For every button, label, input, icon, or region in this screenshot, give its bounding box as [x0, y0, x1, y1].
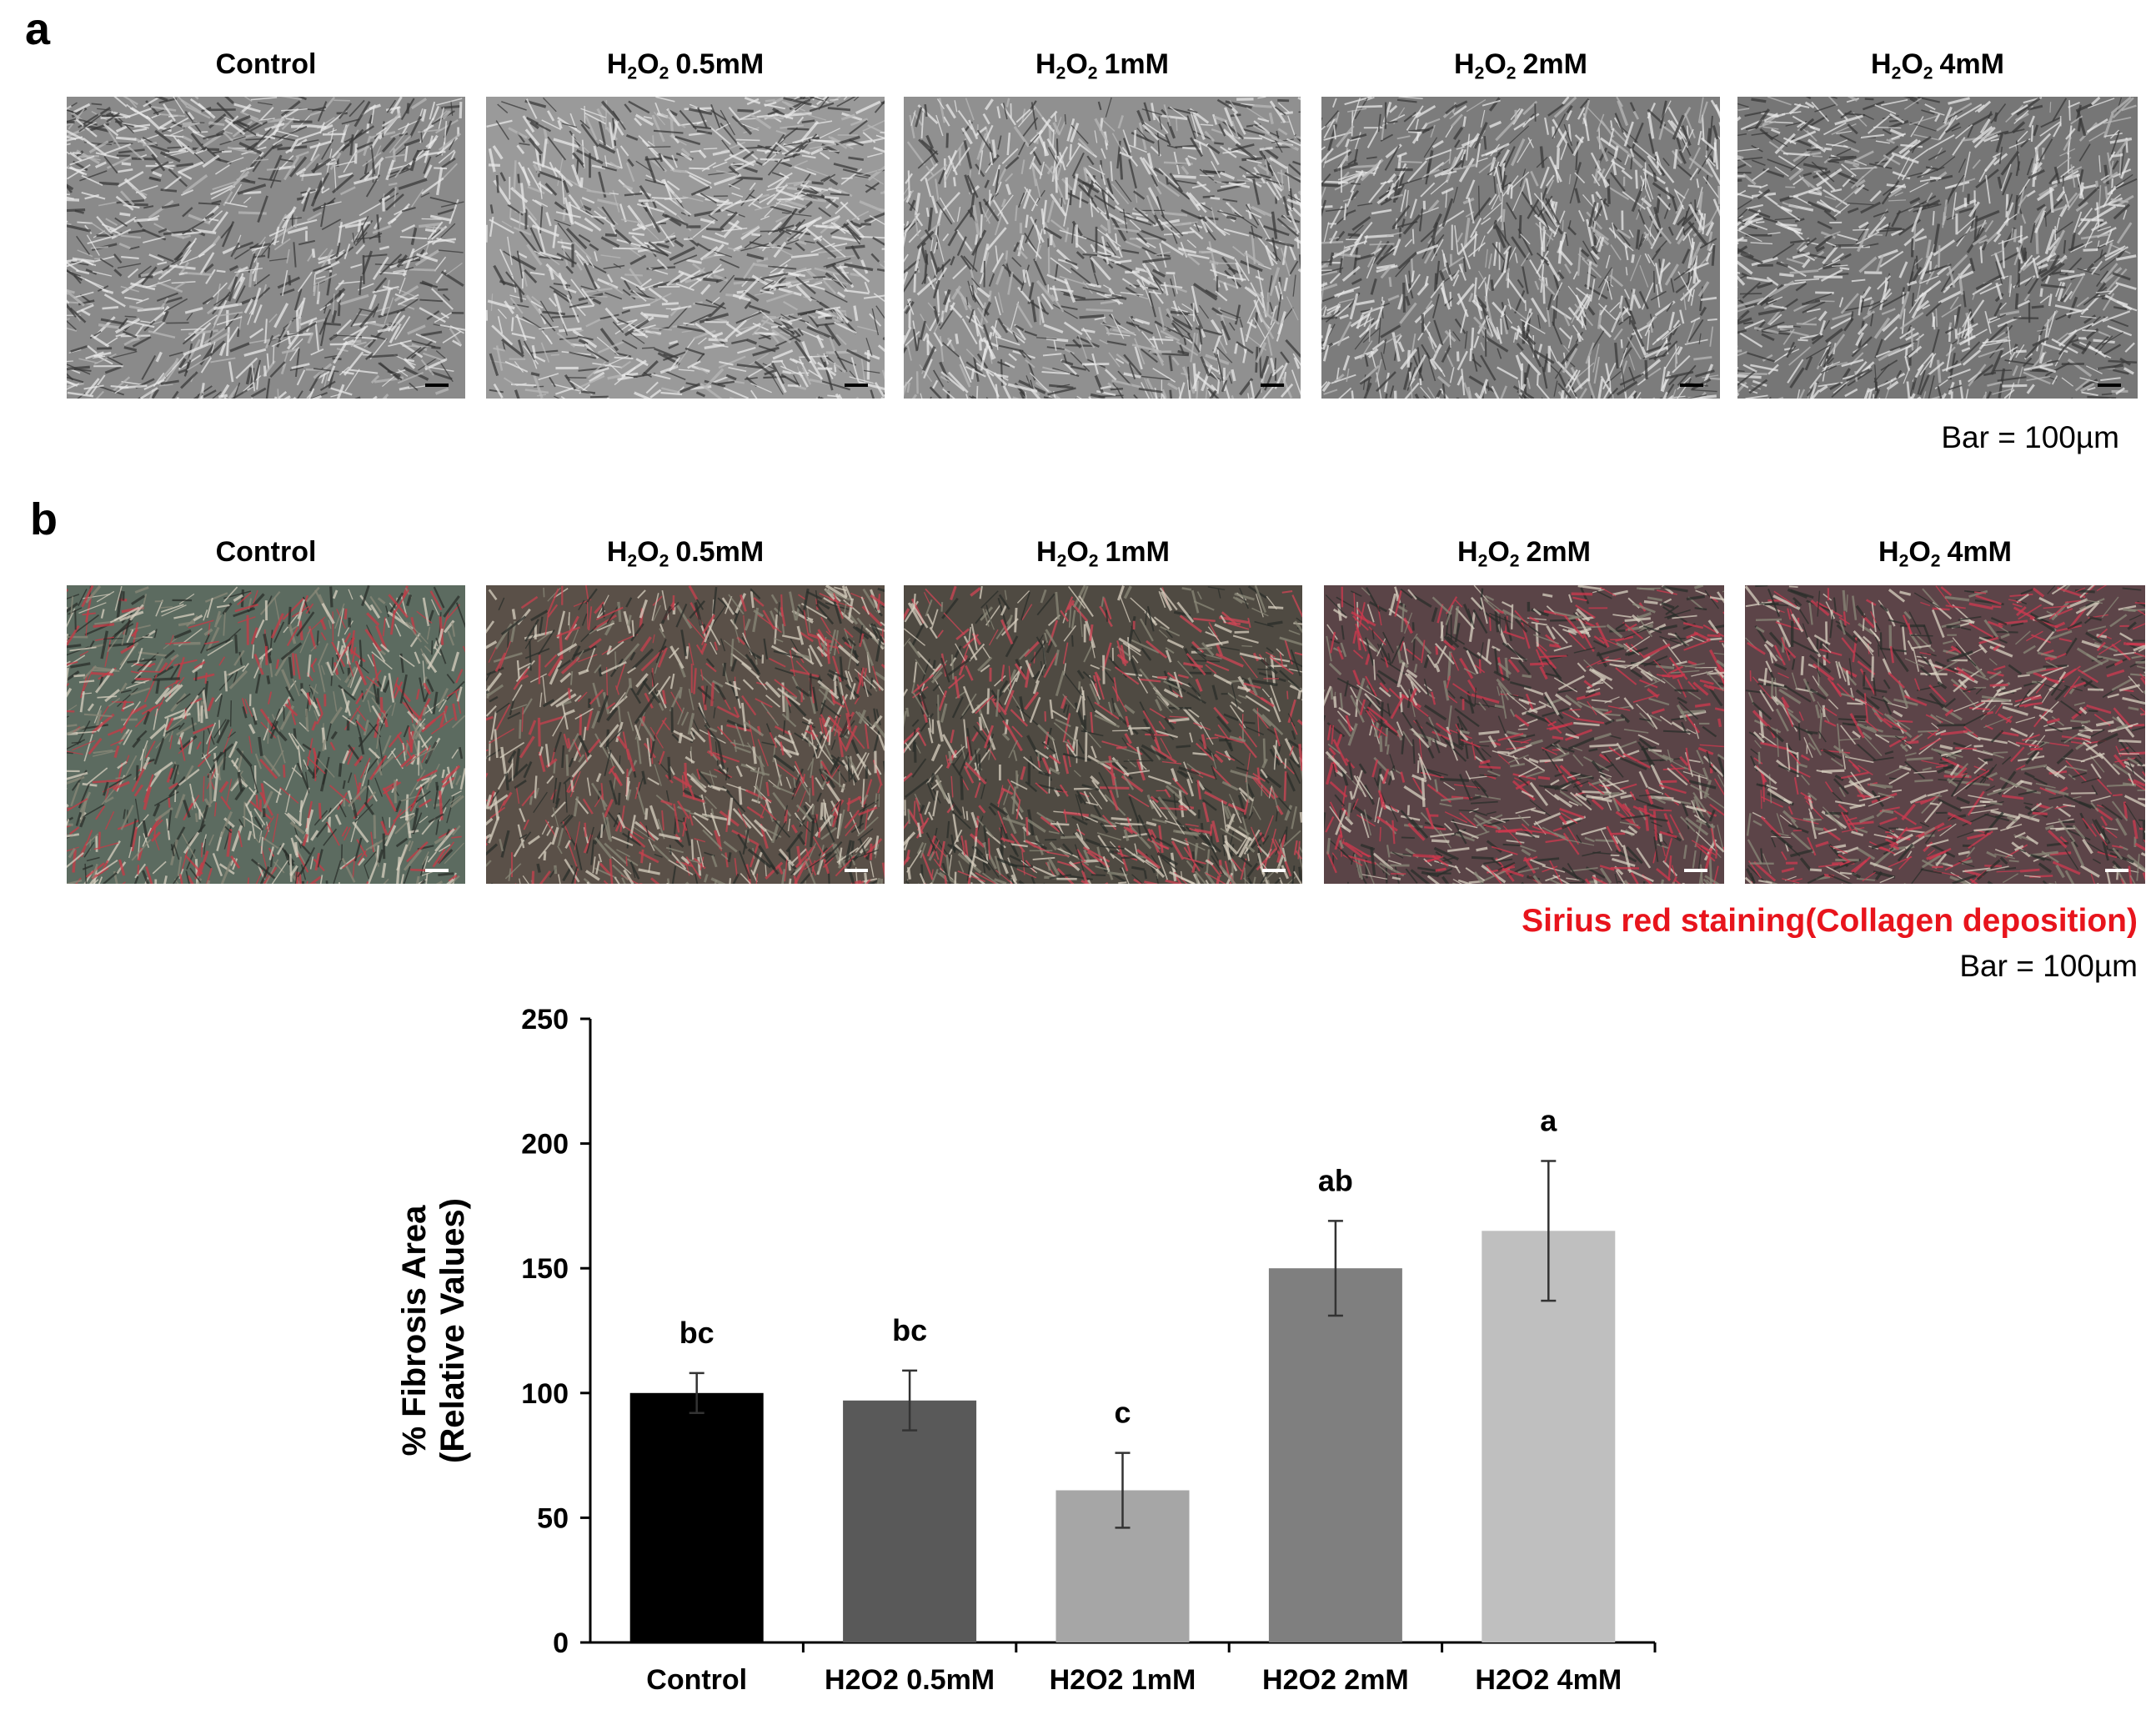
significance-label: a [1540, 1104, 1557, 1138]
scale-bar [1680, 384, 1703, 387]
y-tick-label: 250 [521, 1004, 569, 1036]
sirius-red-micrograph [486, 585, 885, 884]
phase-contrast-micrograph [67, 97, 465, 399]
scale-bar [1684, 869, 1707, 872]
micrograph-label: H2O2 1mM [1036, 536, 1170, 571]
y-tick-label: 100 [521, 1378, 569, 1410]
significance-label: ab [1318, 1163, 1353, 1197]
y-axis-label: % Fibrosis Area [396, 1205, 433, 1457]
x-tick-label: H2O2 4mM [1475, 1664, 1622, 1696]
y-axis-label-units: (Relative Values) [434, 1198, 471, 1463]
significance-label: bc [892, 1313, 927, 1347]
scale-bar [425, 384, 449, 387]
phase-contrast-micrograph [1321, 97, 1720, 399]
bar [1268, 1268, 1402, 1642]
phase-contrast-micrograph [904, 97, 1301, 399]
micrograph-label: H2O2 2mM [1457, 536, 1591, 571]
micrograph-label: H2O2 2mM [1454, 48, 1587, 83]
micrograph-label: H2O2 4mM [1878, 536, 2012, 571]
sirius-red-micrograph [67, 585, 465, 884]
significance-label: bc [679, 1316, 714, 1350]
scale-bar [2098, 384, 2121, 387]
significance-label: c [1114, 1396, 1131, 1430]
micrograph-label: H2O2 4mM [1871, 48, 2004, 83]
y-tick-label: 150 [521, 1253, 569, 1285]
micrograph-label: H2O2 0.5mM [606, 536, 765, 571]
y-tick-label: 50 [537, 1502, 569, 1534]
phase-contrast-micrograph [486, 97, 885, 399]
x-tick-label: H2O2 2mM [1262, 1664, 1409, 1696]
scale-bar [845, 869, 868, 872]
panel-b-letter: b [30, 494, 58, 544]
bar [843, 1400, 977, 1642]
micrograph-label: H2O2 0.5mM [606, 48, 765, 83]
y-tick-label: 200 [521, 1129, 569, 1161]
sirius-red-micrograph [1324, 585, 1724, 884]
scale-bar [425, 869, 449, 872]
x-tick-label: H2O2 1mM [1050, 1664, 1196, 1696]
panel-b-scale-note: Bar = 100µm [1959, 949, 2138, 983]
panel-a-scale-note: Bar = 100µm [1941, 420, 2119, 454]
x-tick-label: Control [646, 1664, 747, 1696]
scale-bar [845, 384, 868, 387]
scale-bar [1262, 869, 1286, 872]
micrograph-label: Control [215, 48, 317, 80]
scale-bar [1261, 384, 1284, 387]
y-tick-label: 0 [553, 1627, 569, 1659]
micrograph-label: H2O2 1mM [1035, 48, 1169, 83]
panel-a-letter: a [25, 4, 51, 54]
sirius-red-micrograph [1745, 585, 2145, 884]
sirius-red-caption: Sirius red staining(Collagen deposition) [1522, 903, 2138, 939]
x-tick-label: H2O2 0.5mM [825, 1664, 995, 1696]
micrograph-label: Control [215, 536, 317, 568]
phase-contrast-micrograph [1737, 97, 2138, 399]
scale-bar [2105, 869, 2128, 872]
bar [629, 1392, 764, 1642]
sirius-red-micrograph [904, 585, 1302, 884]
